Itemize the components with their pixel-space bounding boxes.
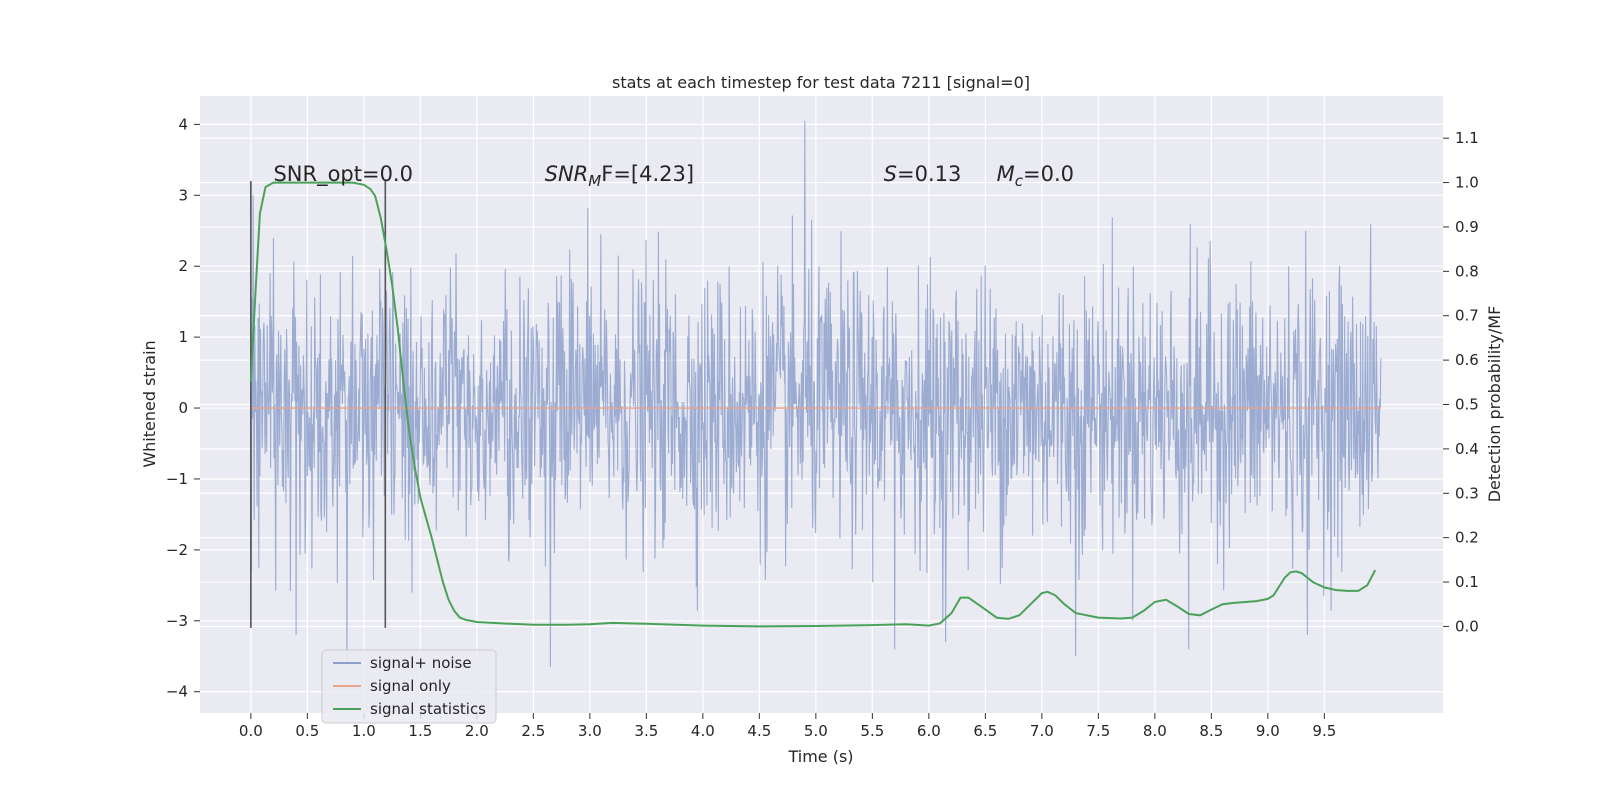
- annotation-s-rest: =0.13: [897, 162, 961, 186]
- annotation-snr-opt-text: SNR_opt=0.0: [273, 162, 413, 187]
- y2-tick-label: 0.3: [1455, 484, 1479, 502]
- annotation-s-main: S: [884, 162, 897, 186]
- x-tick-label: 3.0: [578, 722, 602, 740]
- chart-title: stats at each timestep for test data 721…: [612, 73, 1030, 92]
- y2-tick-label: 0.5: [1455, 396, 1479, 414]
- y-tick-label: 0: [178, 399, 188, 417]
- legend-box: [321, 649, 497, 724]
- annotation-mc-rest: =0.0: [1023, 162, 1074, 186]
- x-tick-label: 0.0: [239, 722, 263, 740]
- y2-tick-label: 0.1: [1455, 573, 1479, 591]
- legend-label-signal-noise: signal+ noise: [370, 654, 472, 672]
- x-tick-label: 8.0: [1143, 722, 1167, 740]
- x-tick-label: 1.5: [408, 722, 432, 740]
- y-axis-label: Whitened strain: [140, 340, 159, 467]
- annotation-snr-mf-main: SNR: [545, 162, 589, 186]
- y2-tick-label: 0.4: [1455, 440, 1479, 458]
- series-signal-statistics-line: [249, 181, 1377, 628]
- x-tick-label: 2.0: [465, 722, 489, 740]
- x-tick-label: 0.5: [295, 722, 319, 740]
- y2-tick-label: 0.0: [1455, 617, 1479, 635]
- y-tick-label: −4: [166, 683, 188, 701]
- y-tick-label: 2: [178, 257, 188, 275]
- annotation-mc-main: M: [997, 162, 1015, 186]
- y2-tick-label: 0.8: [1455, 262, 1479, 280]
- annotation-mc-value: Mc=0.0: [997, 162, 1074, 190]
- vertical-markers: [250, 181, 387, 628]
- y-tick-label: −2: [166, 541, 188, 559]
- x-tick-label: 4.5: [747, 722, 771, 740]
- x-tick-label: 3.5: [634, 722, 658, 740]
- x-tick-label: 2.5: [521, 722, 545, 740]
- x-tick-label: 7.0: [1030, 722, 1054, 740]
- y2-tick-label: 1.1: [1455, 129, 1479, 147]
- y2-tick-label: 1.0: [1455, 174, 1479, 192]
- y2-tick-label: 0.6: [1455, 351, 1479, 369]
- annotation-s-value: S=0.13: [884, 162, 962, 186]
- x-tick-label: 6.5: [973, 722, 997, 740]
- annotation-snr-mf-sub: M: [588, 172, 601, 190]
- x-tick-label: 9.0: [1256, 722, 1280, 740]
- y2-tick-label: 0.9: [1455, 218, 1479, 236]
- series-layer: [249, 120, 1382, 667]
- y-tick-label: −1: [166, 470, 188, 488]
- annotations: SNR_opt=0.0 SNRMF=[4.23] S=0.13 Mc=0.0: [273, 162, 1074, 190]
- y2-axis-label: Detection probability/MF: [1485, 306, 1504, 503]
- x-axis-label: Time (s): [787, 747, 853, 766]
- y2-tick-label: 0.2: [1455, 529, 1479, 547]
- y-tick-label: −3: [166, 612, 188, 630]
- legend-label-signal-statistics: signal statistics: [370, 700, 486, 718]
- legend-label-signal-only: signal only: [370, 677, 451, 695]
- x-tick-label: 6.0: [917, 722, 941, 740]
- x-tick-label: 7.5: [1086, 722, 1110, 740]
- annotation-snr-opt: SNR_opt=0.0: [273, 162, 413, 187]
- x-tick-label: 9.5: [1312, 722, 1336, 740]
- y-tick-label: 1: [178, 328, 188, 346]
- chart-legend: signal+ noise signal only signal statist…: [321, 649, 497, 724]
- y2-tick-label: 0.7: [1455, 307, 1479, 325]
- x-tick-label: 4.0: [691, 722, 715, 740]
- x-tick-label: 5.0: [804, 722, 828, 740]
- series-signal-noise-line: [250, 120, 1382, 667]
- annotation-snr-mf-rest: F=[4.23]: [601, 162, 694, 186]
- axes: 0.0 0.5 1.0 1.5 2.0 2.5 3.0 3.5 4.0 4.5 5.0 5.5 6.0 6…: [166, 115, 1479, 740]
- y-tick-label: 4: [178, 115, 188, 133]
- x-tick-label: 5.5: [860, 722, 884, 740]
- annotation-mc-sub: c: [1015, 172, 1024, 190]
- y-tick-label: 3: [178, 186, 188, 204]
- x-tick-label: 8.5: [1199, 722, 1223, 740]
- annotation-snr-mf: SNRMF=[4.23]: [545, 162, 694, 190]
- x-tick-label: 1.0: [352, 722, 376, 740]
